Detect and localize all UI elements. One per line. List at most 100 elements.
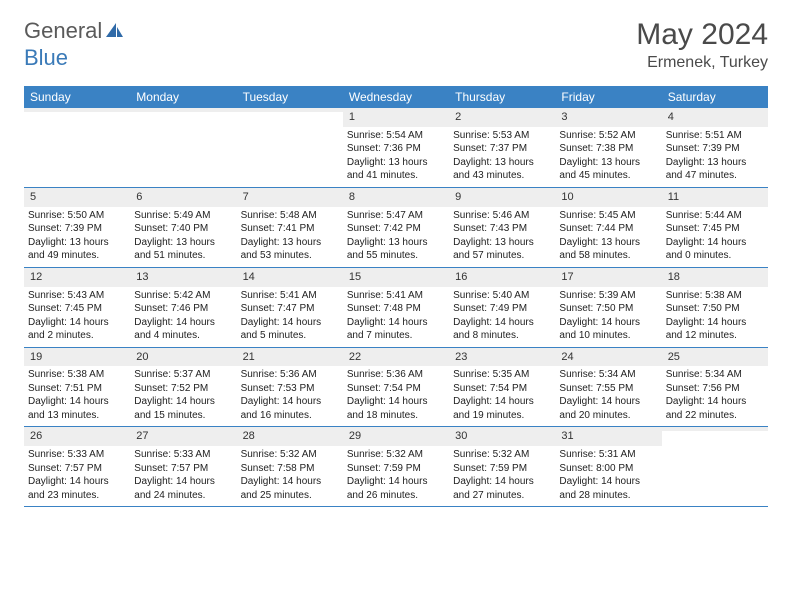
brand-logo: General Blue (24, 18, 124, 71)
day-line: Daylight: 14 hours (28, 475, 126, 489)
day-line: Sunset: 7:52 PM (134, 382, 232, 396)
day-line: Sunrise: 5:34 AM (559, 368, 657, 382)
day-line: and 51 minutes. (134, 249, 232, 263)
day-line: Sunset: 7:50 PM (559, 302, 657, 316)
day-cell: 26Sunrise: 5:33 AMSunset: 7:57 PMDayligh… (24, 427, 130, 506)
day-number (24, 108, 130, 112)
day-cell: 7 Sunrise: 5:48 AMSunset: 7:41 PMDaylight… (237, 188, 343, 267)
day-line: and 13 minutes. (28, 409, 126, 423)
day-cell: 8Sunrise: 5:47 AMSunset: 7:42 PMDaylight… (343, 188, 449, 267)
day-line: and 23 minutes. (28, 489, 126, 503)
day-line: Sunrise: 5:51 AM (666, 129, 764, 143)
day-line: and 4 minutes. (134, 329, 232, 343)
day-line: and 19 minutes. (453, 409, 551, 423)
day-number: 14 (237, 268, 343, 287)
day-number: 30 (449, 427, 555, 446)
day-body: Sunrise: 5:41 AMSunset: 7:48 PMDaylight:… (343, 289, 449, 347)
day-line: Sunset: 7:57 PM (134, 462, 232, 476)
day-number: 6 (130, 188, 236, 207)
day-number: 4 (662, 108, 768, 127)
day-body: Sunrise: 5:48 AMSunset: 7:41 PMDaylight:… (237, 209, 343, 267)
day-line: and 20 minutes. (559, 409, 657, 423)
day-number: 19 (24, 348, 130, 367)
day-body: Sunrise: 5:42 AMSunset: 7:46 PMDaylight:… (130, 289, 236, 347)
sail-icon (104, 19, 124, 45)
day-line: Sunrise: 5:46 AM (453, 209, 551, 223)
day-line: and 28 minutes. (559, 489, 657, 503)
day-cell: 22Sunrise: 5:36 AMSunset: 7:54 PMDayligh… (343, 348, 449, 427)
day-line: Sunset: 7:54 PM (453, 382, 551, 396)
day-line: and 25 minutes. (241, 489, 339, 503)
day-line: Daylight: 14 hours (453, 395, 551, 409)
day-number: 7 (237, 188, 343, 207)
day-line: Sunset: 7:39 PM (666, 142, 764, 156)
day-number: 13 (130, 268, 236, 287)
day-body: Sunrise: 5:39 AMSunset: 7:50 PMDaylight:… (555, 289, 661, 347)
day-line: Sunset: 7:40 PM (134, 222, 232, 236)
day-line: Sunrise: 5:33 AM (134, 448, 232, 462)
day-body: Sunrise: 5:45 AMSunset: 7:44 PMDaylight:… (555, 209, 661, 267)
day-line: Sunset: 8:00 PM (559, 462, 657, 476)
day-line: Daylight: 13 hours (347, 156, 445, 170)
day-line: and 53 minutes. (241, 249, 339, 263)
day-body: Sunrise: 5:49 AMSunset: 7:40 PMDaylight:… (130, 209, 236, 267)
day-line: and 24 minutes. (134, 489, 232, 503)
day-body: Sunrise: 5:34 AMSunset: 7:56 PMDaylight:… (662, 368, 768, 426)
day-body (662, 433, 768, 437)
brand-part1: General (24, 18, 102, 43)
weeks-container: 1Sunrise: 5:54 AMSunset: 7:36 PMDaylight… (24, 108, 768, 507)
day-cell: 16Sunrise: 5:40 AMSunset: 7:49 PMDayligh… (449, 268, 555, 347)
day-line: Sunset: 7:55 PM (559, 382, 657, 396)
day-number: 21 (237, 348, 343, 367)
day-cell: 24Sunrise: 5:34 AMSunset: 7:55 PMDayligh… (555, 348, 661, 427)
day-cell: 19Sunrise: 5:38 AMSunset: 7:51 PMDayligh… (24, 348, 130, 427)
day-number: 12 (24, 268, 130, 287)
day-number: 17 (555, 268, 661, 287)
day-cell: 5Sunrise: 5:50 AMSunset: 7:39 PMDaylight… (24, 188, 130, 267)
calendar-page: General Blue May 2024 Ermenek, Turkey Su… (0, 0, 792, 525)
day-line: Daylight: 14 hours (241, 316, 339, 330)
day-line: Daylight: 14 hours (559, 475, 657, 489)
day-number: 16 (449, 268, 555, 287)
day-number: 29 (343, 427, 449, 446)
day-line: Sunrise: 5:42 AM (134, 289, 232, 303)
day-cell: 28Sunrise: 5:32 AMSunset: 7:58 PMDayligh… (237, 427, 343, 506)
day-cell: 21Sunrise: 5:36 AMSunset: 7:53 PMDayligh… (237, 348, 343, 427)
dow-monday: Monday (130, 86, 236, 108)
day-cell: 30Sunrise: 5:32 AMSunset: 7:59 PMDayligh… (449, 427, 555, 506)
day-line: Sunset: 7:37 PM (453, 142, 551, 156)
day-line: and 22 minutes. (666, 409, 764, 423)
day-body (24, 114, 130, 118)
day-cell: 1Sunrise: 5:54 AMSunset: 7:36 PMDaylight… (343, 108, 449, 187)
day-line: Sunset: 7:51 PM (28, 382, 126, 396)
day-line: Daylight: 13 hours (559, 156, 657, 170)
day-line: and 12 minutes. (666, 329, 764, 343)
day-body: Sunrise: 5:54 AMSunset: 7:36 PMDaylight:… (343, 129, 449, 187)
day-line: Daylight: 13 hours (453, 156, 551, 170)
day-line: Daylight: 13 hours (347, 236, 445, 250)
dow-sunday: Sunday (24, 86, 130, 108)
dow-friday: Friday (555, 86, 661, 108)
day-cell-empty (24, 108, 130, 187)
day-line: Sunset: 7:45 PM (666, 222, 764, 236)
title-block: May 2024 Ermenek, Turkey (636, 18, 768, 72)
day-line: Daylight: 14 hours (666, 316, 764, 330)
day-body: Sunrise: 5:50 AMSunset: 7:39 PMDaylight:… (24, 209, 130, 267)
day-line: and 27 minutes. (453, 489, 551, 503)
day-line: Daylight: 14 hours (134, 475, 232, 489)
day-cell: 25Sunrise: 5:34 AMSunset: 7:56 PMDayligh… (662, 348, 768, 427)
week-row: 1Sunrise: 5:54 AMSunset: 7:36 PMDaylight… (24, 108, 768, 188)
day-line: Sunrise: 5:34 AM (666, 368, 764, 382)
day-number: 25 (662, 348, 768, 367)
day-line: Sunrise: 5:32 AM (241, 448, 339, 462)
day-line: Sunset: 7:38 PM (559, 142, 657, 156)
day-number: 27 (130, 427, 236, 446)
day-line: and 58 minutes. (559, 249, 657, 263)
day-line: Sunset: 7:59 PM (453, 462, 551, 476)
day-line: Sunset: 7:43 PM (453, 222, 551, 236)
day-number: 2 (449, 108, 555, 127)
day-cell: 9Sunrise: 5:46 AMSunset: 7:43 PMDaylight… (449, 188, 555, 267)
day-line: Sunset: 7:48 PM (347, 302, 445, 316)
day-line: Daylight: 13 hours (134, 236, 232, 250)
day-cell: 23Sunrise: 5:35 AMSunset: 7:54 PMDayligh… (449, 348, 555, 427)
